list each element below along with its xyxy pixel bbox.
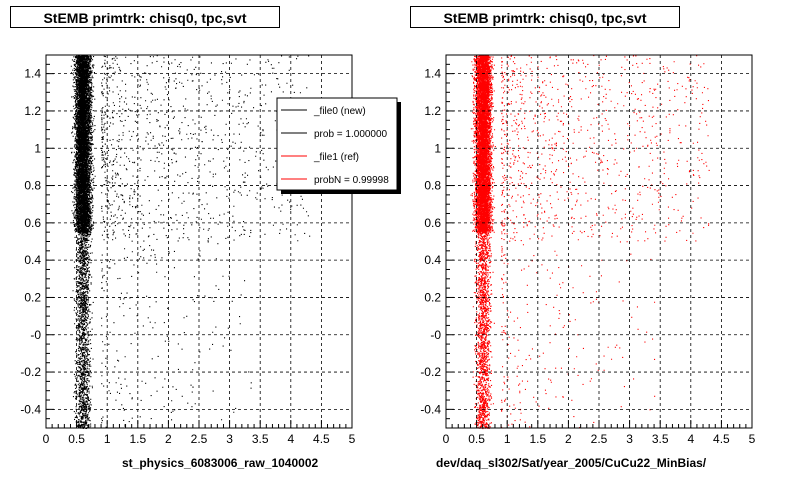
y-tick-label: 1.4 — [424, 67, 441, 81]
x-tick-label: 4 — [687, 432, 694, 446]
x-axis-ticks: 0 0.5 1 1.5 2 2.5 3 3.5 4 4.5 5 — [443, 420, 756, 446]
x-tick-label: 3 — [226, 432, 233, 446]
y-tick-label: 0.2 — [24, 290, 41, 304]
x-tick-label: 1 — [504, 432, 511, 446]
y-tick-label: 1.2 — [24, 104, 41, 118]
y-tick-label: 0.4 — [424, 253, 441, 267]
x-tick-label: 2 — [165, 432, 172, 446]
y-tick-label: 0.6 — [424, 216, 441, 230]
y-tick-label: -0.2 — [420, 365, 441, 379]
left-chart-title: StEMB primtrk: chisq0, tpc,svt — [10, 6, 280, 28]
y-tick-label: 1.4 — [24, 67, 41, 81]
y-tick-label: 1.2 — [424, 104, 441, 118]
x-tick-label: 0 — [443, 432, 450, 446]
legend-box — [276, 97, 398, 191]
y-tick-label: -0 — [430, 328, 441, 342]
right-chart-title: StEMB primtrk: chisq0, tpc,svt — [410, 6, 680, 28]
legend-entry-label: prob = 1.000000 — [314, 129, 388, 140]
x-tick-label: 3.5 — [652, 432, 669, 446]
y-tick-label: 0.4 — [24, 253, 41, 267]
x-tick-label: 4.5 — [313, 432, 330, 446]
x-tick-label: 4 — [287, 432, 294, 446]
x-tick-label: 2.5 — [191, 432, 208, 446]
x-tick-label: 5 — [349, 432, 356, 446]
x-tick-label: 1.5 — [129, 432, 146, 446]
legend-entry-label: _file0 (new) — [313, 106, 366, 117]
legend: _file0 (new) prob = 1.000000 _file1 (ref) p… — [276, 97, 401, 194]
x-tick-label: 4.5 — [713, 432, 730, 446]
x-tick-label: 0 — [43, 432, 50, 446]
legend-entry-label: _file1 (ref) — [313, 152, 359, 163]
y-tick-label: 1 — [34, 141, 41, 155]
right-x-axis-label: dev/daq_sl302/Sat/year_2005/CuCu22_MinBi… — [436, 456, 707, 470]
left-scatter-chart: 0 0.5 1 1.5 2 2.5 3 3.5 4 4.5 5 -0.4 -0.2 -0 0.2 0.4 0.6… — [20, 54, 401, 446]
x-tick-label: 1 — [104, 432, 111, 446]
grid-lines — [46, 55, 352, 428]
y-tick-label: 0.2 — [424, 290, 441, 304]
x-tick-label: 3 — [626, 432, 633, 446]
x-tick-label: 0.5 — [468, 432, 485, 446]
y-tick-label: 0.6 — [24, 216, 41, 230]
x-tick-label: 3.5 — [252, 432, 269, 446]
y-tick-label: -0.4 — [420, 402, 441, 416]
x-tick-label: 1.5 — [529, 432, 546, 446]
left-x-axis-label: st_physics_6083006_raw_1040002 — [122, 456, 319, 470]
y-tick-label: -0.2 — [20, 365, 41, 379]
x-tick-label: 2.5 — [591, 432, 608, 446]
y-tick-label: 0.8 — [24, 179, 41, 193]
x-tick-label: 0.5 — [68, 432, 85, 446]
legend-entry-label: probN = 0.99998 — [314, 175, 389, 186]
y-tick-label: -0.4 — [20, 402, 41, 416]
x-axis-ticks: 0 0.5 1 1.5 2 2.5 3 3.5 4 4.5 5 — [43, 420, 356, 446]
right-scatter-chart: 0 0.5 1 1.5 2 2.5 3 3.5 4 4.5 5 -0.4 -0.2 -0 0.2 0.4 0.6… — [420, 54, 756, 446]
y-tick-label: -0 — [30, 328, 41, 342]
x-tick-label: 2 — [565, 432, 572, 446]
x-tick-label: 5 — [749, 432, 756, 446]
grid-lines — [446, 55, 752, 428]
y-axis-ticks: -0.4 -0.2 -0 0.2 0.4 0.6 0.8 1 1.2 1.4 — [420, 54, 454, 429]
y-tick-label: 0.8 — [424, 179, 441, 193]
y-axis-ticks: -0.4 -0.2 -0 0.2 0.4 0.6 0.8 1 1.2 1.4 — [20, 54, 54, 429]
y-tick-label: 1 — [434, 141, 441, 155]
